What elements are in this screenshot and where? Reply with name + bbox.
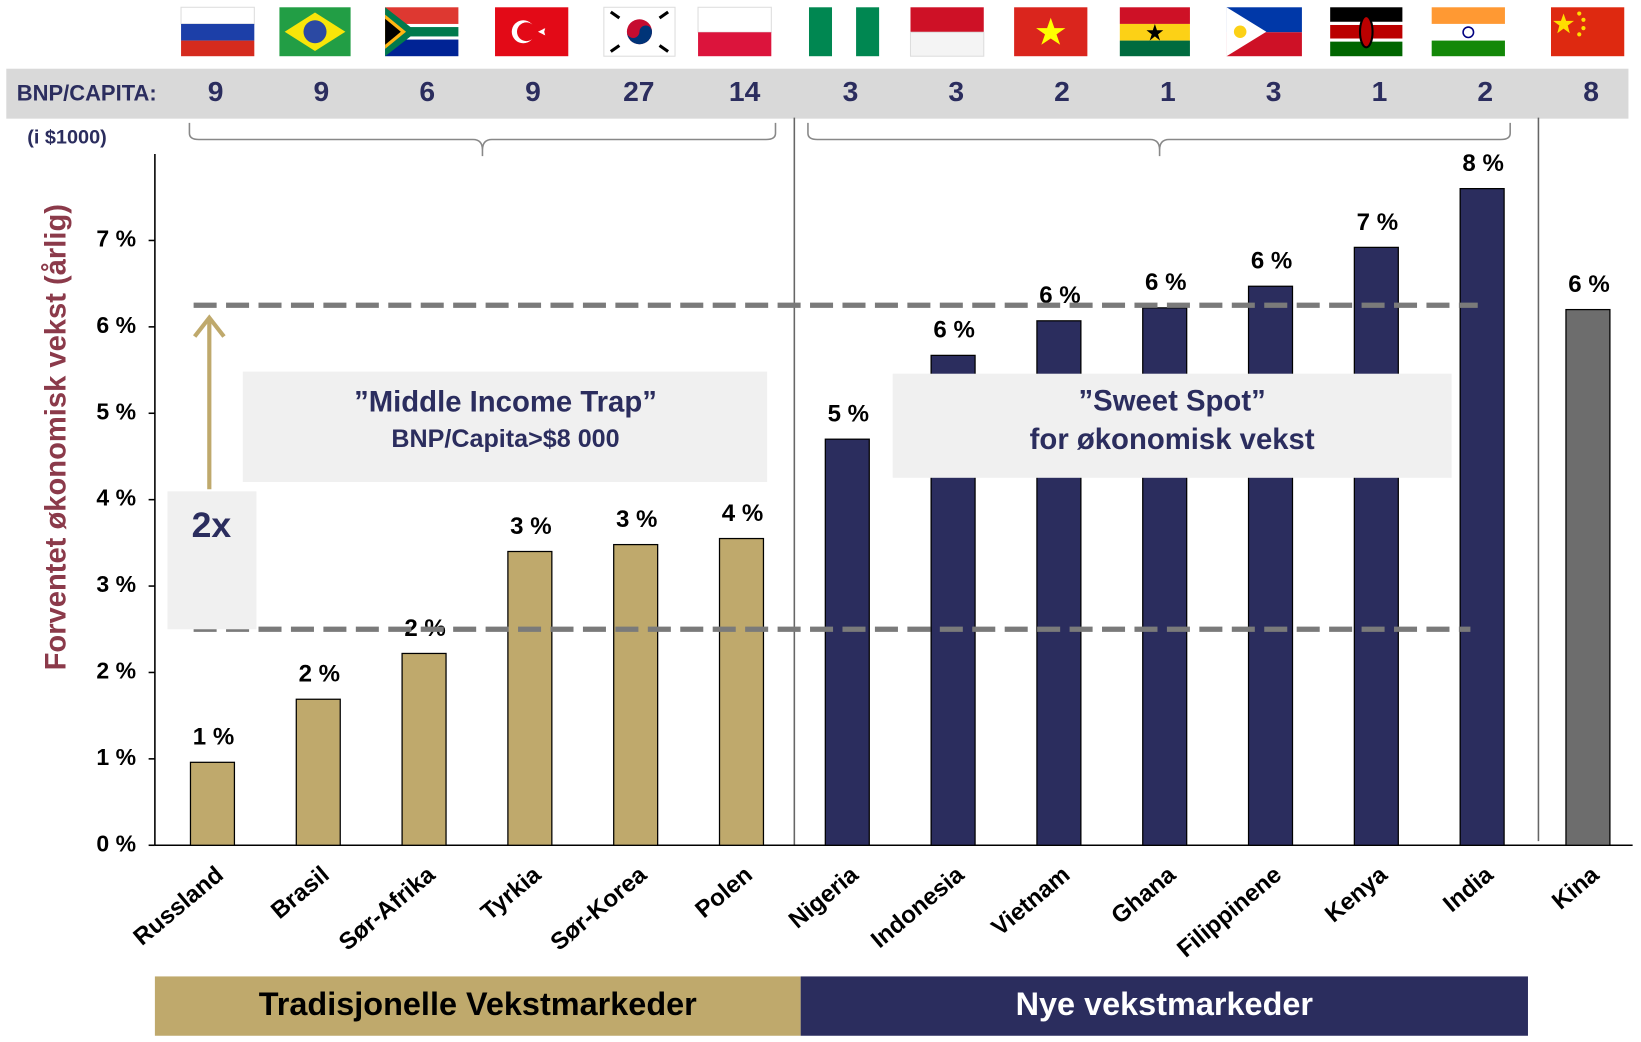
brace [807,122,1511,157]
y-tick-label: 5 % [96,398,136,424]
group-label: Tradisjonelle Vekstmarkeder [259,986,697,1022]
bar [824,438,870,846]
y-tick-label: 2 % [96,658,136,684]
gdp-value: 9 [208,75,224,107]
y-tick-label: 0 % [96,830,136,856]
value-label: 8 % [1462,150,1503,177]
flags [180,6,1625,57]
x-tick-label: Sør-Afrika [334,861,441,956]
bar [613,543,659,846]
value-label: 6 % [1145,269,1186,296]
gdp-value: 8 [1583,75,1599,107]
gdp-value: 9 [525,75,541,107]
gdp-value: 3 [1266,75,1282,107]
gdp-value: 14 [729,75,761,107]
bar [1353,246,1399,846]
value-label: 6 % [1251,248,1292,275]
gdp-unit: (i $1000) [27,127,107,149]
value-label: 3 % [616,506,657,533]
annotation: 2x [192,505,232,545]
gdp-value: 6 [419,75,435,107]
value-label: 4 % [722,500,763,527]
value-label: 3 % [510,513,551,540]
group-band [154,976,801,1036]
y-tick-label: 7 % [96,226,136,252]
x-tick-label: Sør-Korea [545,861,652,956]
x-tick-label: Nigeria [784,861,864,934]
y-tick-label: 4 % [96,485,136,511]
gdp-value: 3 [948,75,964,107]
gdp-value: 1 [1372,75,1388,107]
bar [295,698,341,846]
group-label: Nye vekstmarkeder [1016,986,1314,1022]
annotation-box [242,371,768,482]
gdp-value: 9 [314,75,330,107]
annotation: BNP/Capita>$8 000 [391,425,619,453]
brace [188,122,777,157]
bar [189,761,236,846]
bar [1459,187,1505,846]
gdp-value: 3 [843,75,859,107]
value-label: 6 % [1568,271,1609,298]
bar [718,537,765,846]
x-tick-label: Vietnam [986,861,1075,941]
x-tick-label: Ghana [1106,861,1181,930]
bar [1565,308,1611,846]
gdp-row-label: BNP/CAPITA: [17,81,157,106]
value-label: 5 % [828,401,869,428]
y-axis-label: Forventet økonomisk vekst (årlig) [40,204,72,670]
annotation: ”Middle Income Trap” [354,387,657,419]
x-tick-label: Filippinene [1172,861,1287,963]
x-tick-label: Brasil [266,861,335,924]
annotation: for økonomisk vekst [1030,424,1315,456]
value-label: 2 % [299,661,340,688]
x-tick-label: Indonesia [866,861,970,954]
gdp-value: 27 [623,75,654,107]
bar [1247,285,1294,846]
bar [401,652,447,846]
multiplier-box [167,491,257,630]
bar [507,550,553,846]
annotation-box [892,373,1452,478]
value-label: 6 % [933,317,974,344]
x-tick-label: Tyrkia [476,861,547,926]
annotation: ”Sweet Spot” [1079,386,1266,418]
x-tick-label: Kenya [1320,861,1393,928]
group-band [800,976,1528,1036]
gdp-value: 2 [1054,75,1070,107]
value-label: 1 % [193,724,234,751]
y-tick-label: 3 % [96,571,136,597]
gdp-value: 1 [1160,75,1176,107]
gdp-value: 2 [1477,75,1493,107]
y-tick-label: 6 % [96,312,136,338]
y-tick-label: 1 % [96,744,136,770]
gdp-band [6,68,1629,119]
x-tick-label: Kina [1547,861,1605,915]
x-tick-label: Russland [128,861,228,951]
arrow-head [193,314,226,338]
x-tick-label: India [1438,861,1499,918]
x-tick-label: Polen [690,861,758,924]
value-label: 7 % [1357,209,1398,236]
